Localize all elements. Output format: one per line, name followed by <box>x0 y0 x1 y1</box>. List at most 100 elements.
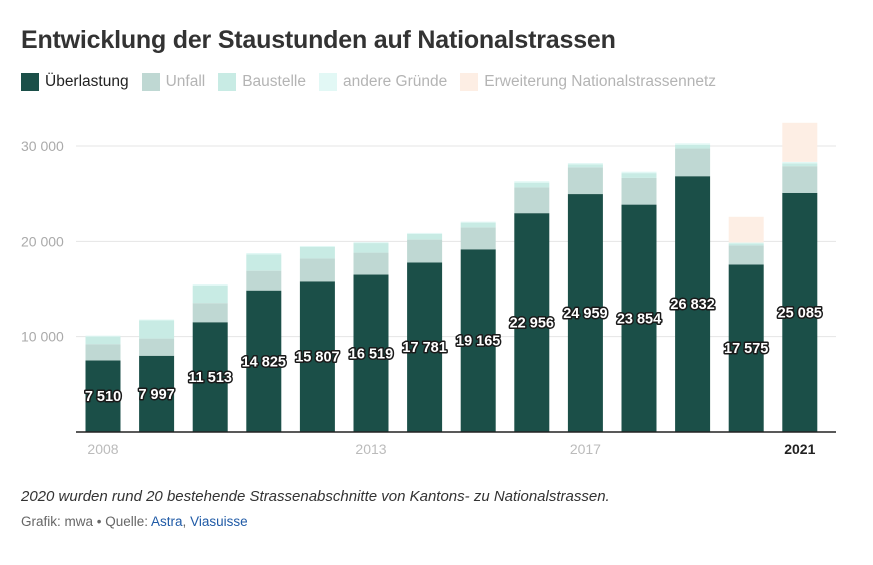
legend: Überlastung Unfall Baustelle andere Gründe E… <box>21 73 729 91</box>
legend-swatch <box>318 73 337 91</box>
bar-segment <box>728 243 764 246</box>
bar-segment <box>353 252 389 275</box>
credit-prefix: Grafik: mwa • Quelle: <box>21 514 152 529</box>
chart-note: 2020 wurden rund 20 bestehende Strassena… <box>21 488 610 505</box>
chart: 10 000 20 000 30 000 7 510 7 997 11 513 14 825… <box>21 122 836 457</box>
bar-segment <box>728 264 764 432</box>
bar-value-label: 11 513 <box>188 370 232 386</box>
legend-swatch <box>460 73 479 91</box>
bar-value-label: 19 165 <box>456 334 500 350</box>
legend-item-0[interactable]: Überlastung <box>21 73 129 91</box>
credit-separator: , <box>182 514 191 529</box>
bar-segment <box>728 242 764 244</box>
bar-segment <box>85 344 121 361</box>
legend-item-3[interactable]: andere Gründe <box>318 73 448 91</box>
bar-value-label: 22 956 <box>510 316 554 332</box>
bar-segment <box>728 216 764 243</box>
bar-segment <box>299 258 335 282</box>
bar-segment <box>621 173 657 178</box>
legend-label: Unfall <box>165 73 206 90</box>
bar-segment <box>567 167 603 195</box>
bar-segment <box>407 233 443 240</box>
bar-value-label: 7 997 <box>138 387 174 403</box>
bar-segment <box>192 322 228 432</box>
x-tick-label: 2008 <box>87 441 118 457</box>
bar-segment <box>567 164 603 168</box>
bar-value-label: 15 807 <box>295 350 339 366</box>
bar-segment <box>514 213 550 432</box>
bar-segment <box>460 227 496 250</box>
bar-segment <box>85 360 121 432</box>
bar-segment <box>407 239 443 263</box>
legend-label: andere Gründe <box>342 73 448 90</box>
legend-label: Erweiterung Nationalstrassennetz <box>484 73 717 90</box>
source-link-astra[interactable]: Astra <box>151 514 183 529</box>
bar-segment <box>514 187 550 214</box>
bar-segment <box>514 182 550 188</box>
x-tick-label: 2021 <box>784 441 815 457</box>
bar-segment <box>621 171 657 174</box>
legend-swatch <box>21 73 39 91</box>
bar-segment <box>675 176 711 432</box>
bar-segment <box>782 166 818 193</box>
bar-segment <box>567 194 603 432</box>
bar-segment <box>675 144 711 149</box>
y-tick-label: 20 000 <box>21 233 64 249</box>
bar-segment <box>353 274 389 432</box>
bar-segment <box>85 335 121 337</box>
bar-segment <box>407 262 443 432</box>
bar-segment <box>192 284 228 287</box>
legend-item-4[interactable]: Erweiterung Nationalstrassennetz <box>460 73 716 91</box>
x-tick-label: 2017 <box>570 441 601 457</box>
bar-segment <box>192 286 228 304</box>
bar-value-label: 17 575 <box>724 341 768 357</box>
bar-segment <box>246 270 282 291</box>
bar-segment <box>514 181 550 183</box>
credit-line: Grafik: mwa • Quelle: Astra, Viasuisse <box>21 514 248 529</box>
x-tick-label: 2013 <box>355 441 386 457</box>
bar-segment <box>460 221 496 223</box>
legend-label: Überlastung <box>45 73 129 90</box>
bar-value-label: 17 781 <box>402 340 446 356</box>
source-link-viasuisse[interactable]: Viasuisse <box>190 514 248 529</box>
bar-segment <box>139 320 175 339</box>
bar-segment <box>728 245 764 265</box>
bar-segment <box>299 246 335 259</box>
y-tick-label: 30 000 <box>21 138 64 154</box>
bar-value-label: 14 825 <box>242 354 286 370</box>
bar-segment <box>246 253 282 255</box>
bar-value-label: 16 519 <box>349 346 393 362</box>
bar-segment <box>139 319 175 321</box>
bar-segment <box>782 192 818 432</box>
bar-segment <box>782 163 818 167</box>
bar-segment <box>407 232 443 234</box>
bar-value-label: 25 085 <box>778 305 822 321</box>
bar-segment <box>246 254 282 271</box>
bar-segment <box>460 249 496 432</box>
bar-segment <box>782 122 818 162</box>
bar-segment <box>353 242 389 244</box>
bar-segment <box>139 338 175 356</box>
bar-segment <box>460 222 496 228</box>
bar-segment <box>192 303 228 323</box>
bar-segment <box>675 148 711 177</box>
bar-segment <box>299 281 335 432</box>
bar-segment <box>246 290 282 432</box>
legend-swatch <box>141 73 160 91</box>
chart-title: Entwicklung der Staustunden auf National… <box>21 26 616 54</box>
bar-segment <box>782 161 818 164</box>
legend-swatch <box>218 73 237 91</box>
bar-value-label: 26 832 <box>670 297 714 313</box>
bar-segment <box>567 163 603 165</box>
bar-segment <box>85 336 121 345</box>
bar-segment <box>299 246 335 247</box>
bar-value-label: 23 854 <box>617 311 661 327</box>
bar-segment <box>353 243 389 253</box>
y-tick-label: 10 000 <box>21 329 64 345</box>
bar-segment <box>675 143 711 145</box>
legend-label: Baustelle <box>242 73 306 90</box>
bar-value-label: 7 510 <box>85 389 121 405</box>
legend-item-2[interactable]: Baustelle <box>218 73 306 91</box>
legend-item-1[interactable]: Unfall <box>141 73 206 91</box>
bar-segment <box>621 204 657 432</box>
